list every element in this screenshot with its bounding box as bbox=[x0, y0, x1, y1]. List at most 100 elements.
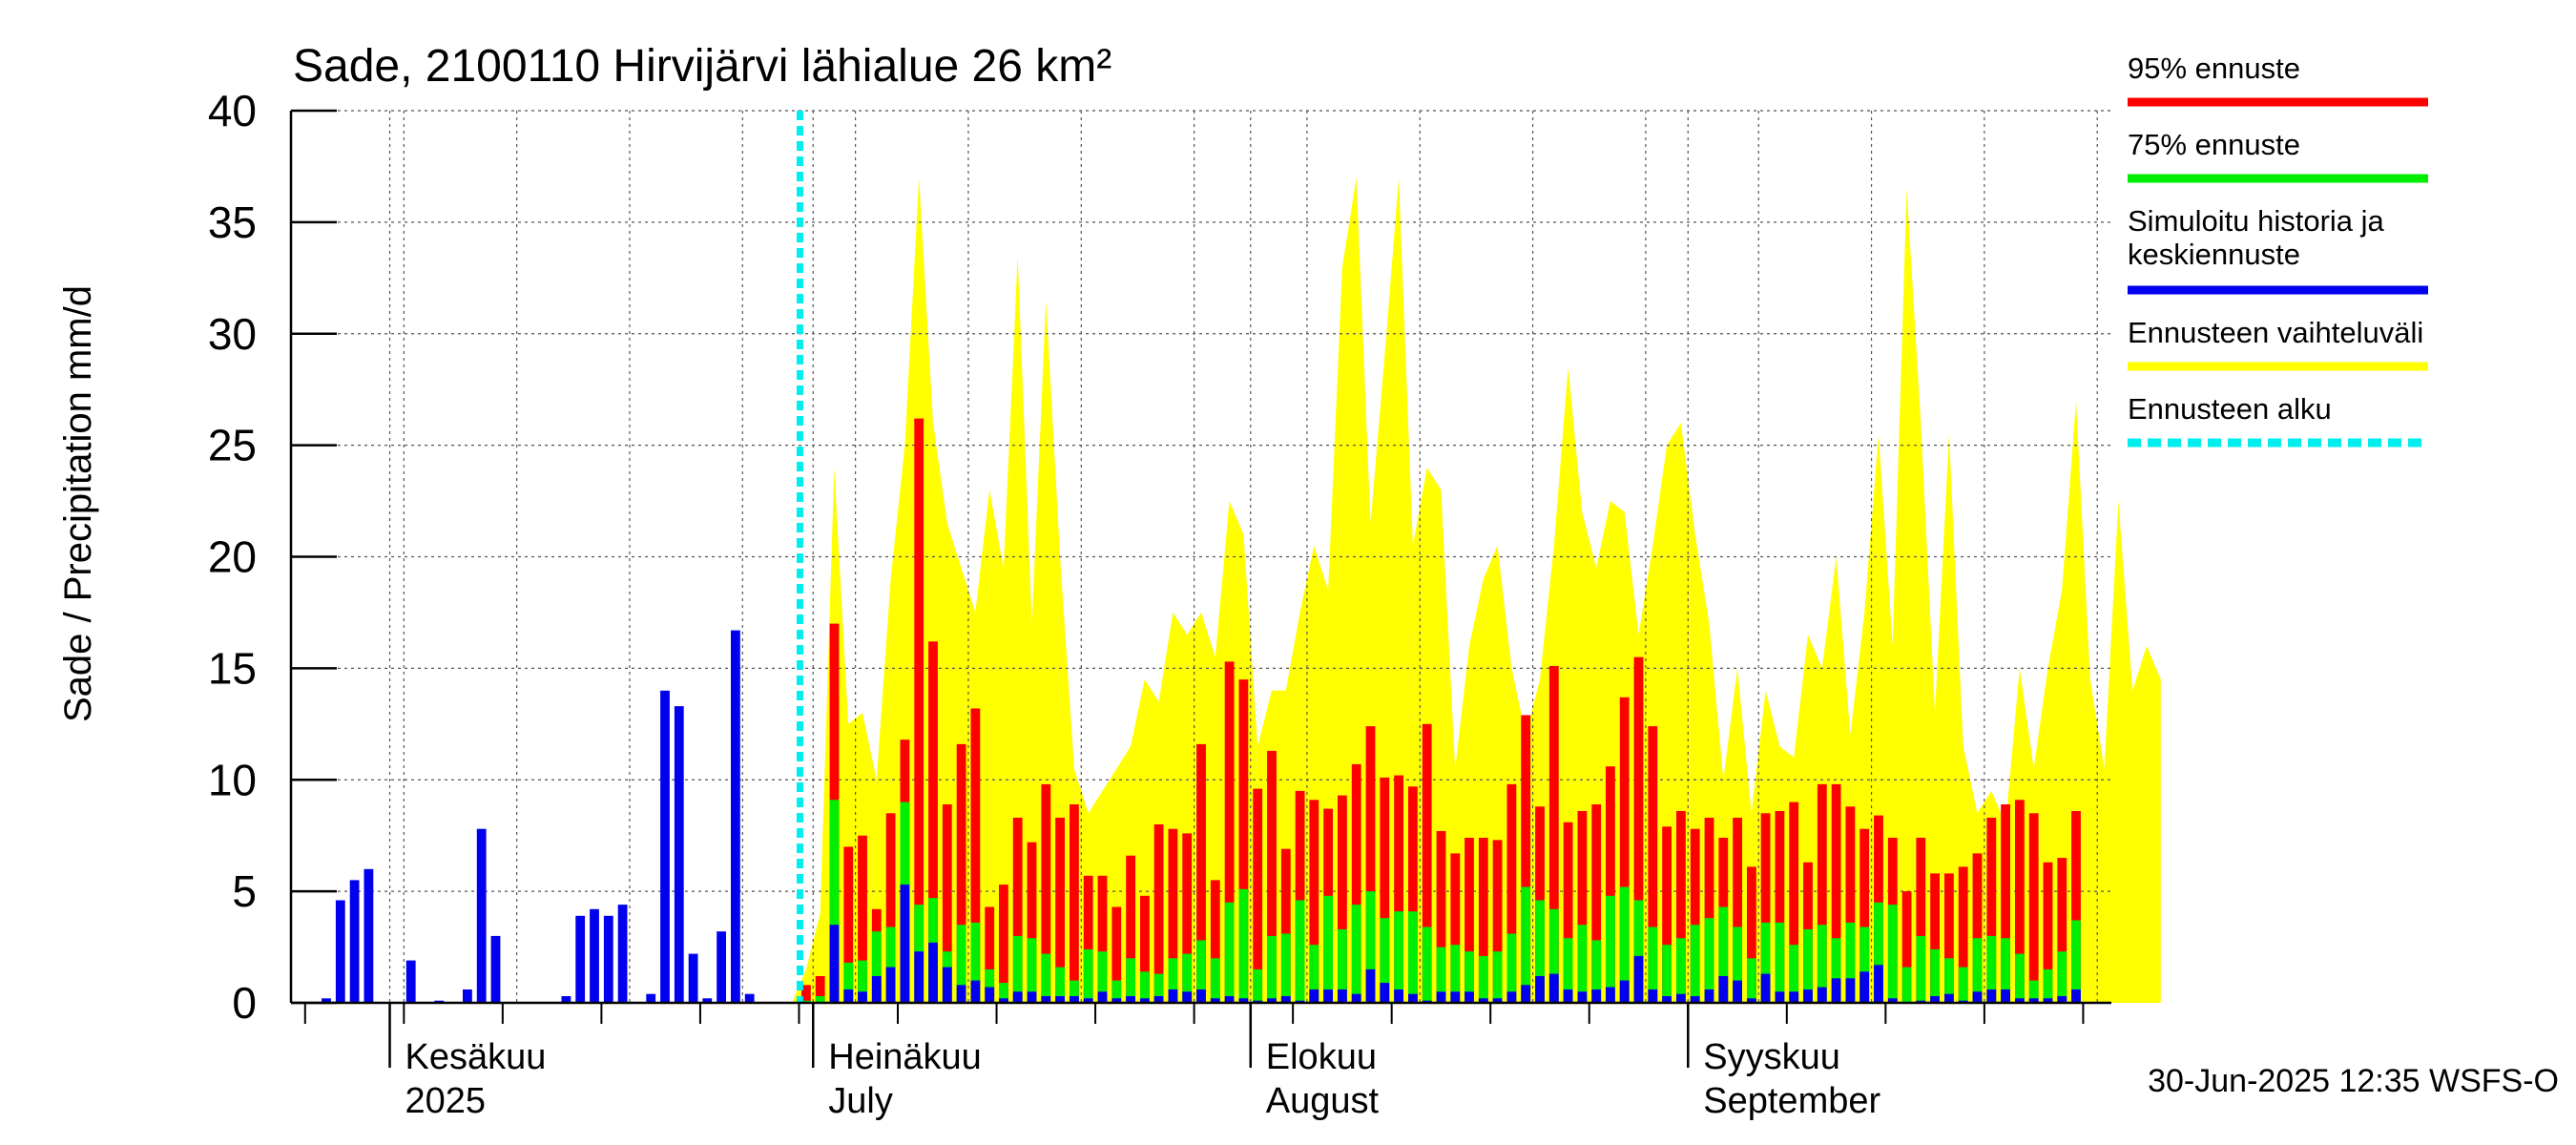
p95-bar bbox=[1126, 855, 1135, 1003]
p95-bar bbox=[1196, 743, 1206, 1003]
p95-bar bbox=[1972, 853, 1983, 1003]
p75-bar bbox=[1775, 922, 1785, 1003]
median-bar bbox=[1577, 991, 1588, 1003]
p95-bar bbox=[1930, 873, 1940, 1003]
p95-bar bbox=[928, 641, 938, 1003]
median-bar bbox=[1831, 978, 1841, 1003]
p75-bar bbox=[815, 996, 825, 1003]
p75-bar bbox=[1027, 938, 1037, 1003]
median-bar bbox=[1224, 996, 1235, 1003]
p95-bar bbox=[956, 743, 966, 1003]
p95-bar bbox=[1168, 828, 1178, 1003]
p75-bar bbox=[985, 968, 995, 1003]
p75-bar bbox=[1944, 958, 1954, 1004]
median-bar bbox=[2001, 989, 2010, 1003]
p95-bar bbox=[914, 418, 924, 1004]
median-bar bbox=[1733, 980, 1742, 1003]
median-bar bbox=[885, 967, 896, 1003]
p95-bar bbox=[1775, 811, 1785, 1003]
p75-bar bbox=[1140, 971, 1150, 1003]
p95-bar bbox=[1733, 818, 1742, 1003]
history-bar bbox=[490, 935, 501, 1003]
median-bar bbox=[1492, 998, 1503, 1003]
p75-bar bbox=[1295, 900, 1305, 1003]
p75-bar bbox=[1012, 935, 1023, 1003]
p75-bar bbox=[1577, 925, 1588, 1003]
p95-bar bbox=[1309, 800, 1319, 1003]
history-bar bbox=[731, 630, 740, 1003]
legend-label: Ennusteen alku bbox=[2128, 392, 2332, 426]
p95-bar bbox=[1253, 788, 1263, 1003]
median-bar bbox=[2057, 996, 2067, 1003]
median-bar bbox=[1887, 998, 1898, 1003]
p75-bar bbox=[1041, 953, 1051, 1003]
p75-bar bbox=[1747, 958, 1756, 1004]
median-bar bbox=[2028, 998, 2039, 1003]
p95-bar bbox=[1055, 818, 1065, 1003]
median-bar bbox=[1662, 996, 1672, 1003]
p95-bar bbox=[1408, 786, 1418, 1003]
p75-bar bbox=[2071, 920, 2081, 1003]
p95-bar bbox=[1070, 804, 1079, 1003]
p95-bar bbox=[1577, 811, 1588, 1003]
median-bar bbox=[970, 980, 981, 1003]
p95-bar bbox=[1012, 818, 1023, 1003]
forecast-range-band-layer bbox=[792, 177, 2161, 1004]
p75-bar bbox=[1436, 947, 1446, 1003]
p75-bar bbox=[1690, 925, 1700, 1003]
p95-bar bbox=[1450, 853, 1461, 1003]
p75-bar bbox=[1365, 891, 1376, 1003]
median-bar bbox=[1648, 989, 1658, 1003]
forecast-range-band bbox=[792, 177, 2161, 1004]
history-bar bbox=[575, 915, 586, 1003]
p75-bar bbox=[1760, 922, 1771, 1003]
median-bar bbox=[1338, 989, 1347, 1003]
median-bar bbox=[1083, 998, 1093, 1003]
p95-bar bbox=[1338, 795, 1347, 1003]
history-bar bbox=[702, 998, 713, 1003]
p95-bar bbox=[1817, 783, 1827, 1003]
p75-bar bbox=[1874, 902, 1883, 1003]
median-bar bbox=[1238, 998, 1249, 1003]
median-bar bbox=[1718, 976, 1729, 1003]
median-bar bbox=[1153, 996, 1164, 1003]
median-bar bbox=[2043, 998, 2053, 1003]
median-bar bbox=[1140, 998, 1150, 1003]
median-bar bbox=[1930, 996, 1940, 1003]
p75-bar bbox=[1351, 905, 1361, 1003]
legend-label: Simuloitu historia ja bbox=[2128, 204, 2385, 238]
p75-bar bbox=[1986, 935, 1997, 1003]
p75-bar bbox=[2001, 938, 2010, 1003]
p95-bar bbox=[1662, 826, 1672, 1003]
history-bar bbox=[590, 908, 599, 1003]
y-axis-label: Sade / Precipitation mm/d bbox=[57, 285, 99, 722]
p95-bar bbox=[1097, 875, 1108, 1003]
median-bar bbox=[1465, 991, 1474, 1003]
p95-bar bbox=[1831, 783, 1841, 1003]
median-bar bbox=[928, 942, 938, 1003]
p95-bar bbox=[1182, 833, 1193, 1003]
p95-bar bbox=[1295, 790, 1305, 1003]
history-bar bbox=[617, 905, 628, 1003]
p75-bar bbox=[956, 925, 966, 1003]
p95-bar bbox=[1267, 750, 1277, 1003]
median-bar bbox=[829, 925, 840, 1003]
median-bar bbox=[1408, 993, 1418, 1003]
history-bar bbox=[349, 880, 360, 1003]
p95-bar bbox=[942, 804, 952, 1003]
p95-bar bbox=[1380, 777, 1390, 1003]
p95-bar bbox=[1365, 726, 1376, 1003]
median-bar bbox=[1775, 991, 1785, 1003]
month-sublabel: September bbox=[1703, 1081, 1880, 1121]
median-bar bbox=[914, 951, 924, 1003]
median-bar bbox=[1789, 991, 1799, 1003]
median-bar bbox=[1027, 991, 1037, 1003]
median-bar bbox=[1859, 971, 1870, 1003]
p75-bar bbox=[1648, 926, 1658, 1003]
median-bar bbox=[1267, 998, 1277, 1003]
p75-bar bbox=[2043, 968, 2053, 1003]
p75-bar bbox=[1380, 918, 1390, 1003]
median-bar bbox=[1506, 991, 1517, 1003]
p75-bar bbox=[1253, 968, 1263, 1003]
